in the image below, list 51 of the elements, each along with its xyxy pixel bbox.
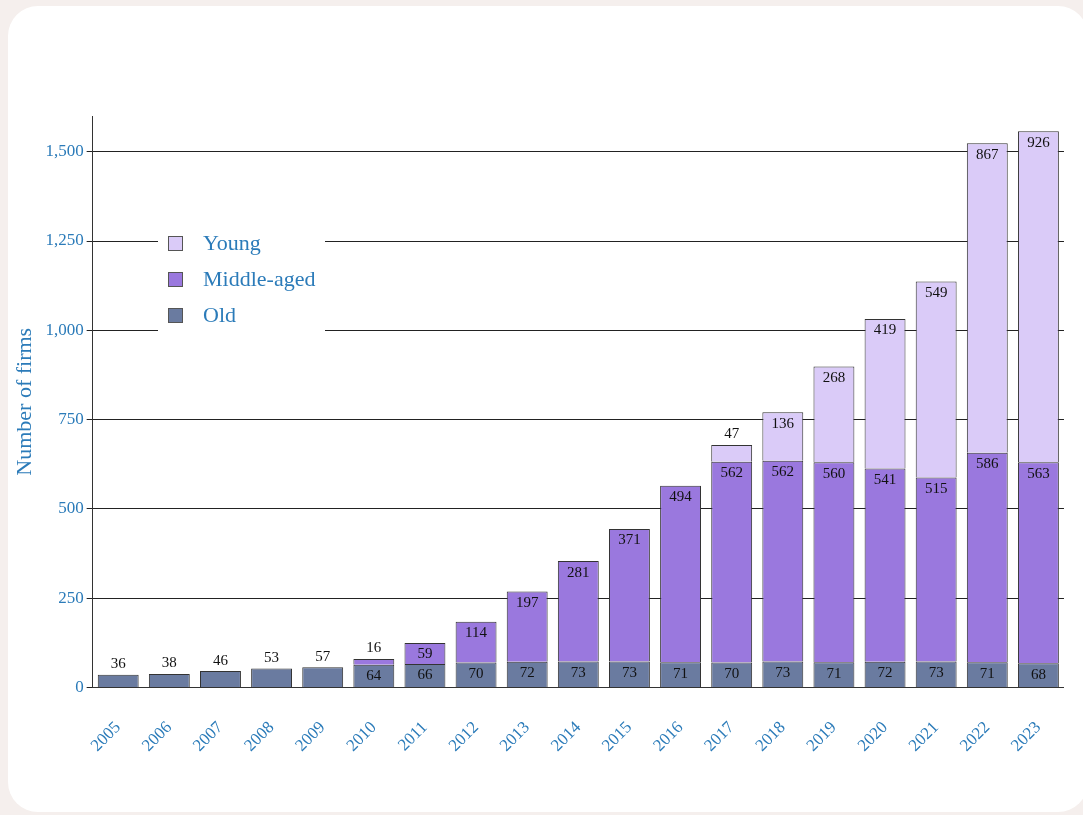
legend-label: Young — [203, 230, 261, 256]
data-label: 73 — [775, 663, 791, 680]
y-axis-title: Number of firms — [10, 327, 36, 476]
data-label: 16 — [366, 639, 382, 656]
y-tick-label: 1,000 — [45, 319, 84, 339]
data-label: 59 — [417, 645, 433, 662]
data-label: 57 — [315, 647, 331, 664]
data-label: 867 — [976, 145, 1000, 162]
data-label: 71 — [673, 664, 689, 681]
data-label: 38 — [161, 654, 177, 671]
data-label: 268 — [822, 368, 846, 385]
data-label: 68 — [1030, 665, 1046, 682]
data-label: 70 — [468, 664, 484, 681]
data-label: 419 — [873, 321, 897, 338]
legend-label: Middle-aged — [203, 266, 316, 292]
data-label: 64 — [366, 667, 382, 684]
data-label: 136 — [771, 414, 795, 431]
data-label: 73 — [928, 663, 944, 680]
data-label: 371 — [618, 531, 641, 548]
data-label: 47 — [724, 425, 740, 442]
legend-label: Old — [203, 302, 236, 328]
y-tick-label: 1,250 — [45, 230, 84, 250]
data-label: 549 — [924, 283, 948, 300]
data-label: 73 — [621, 663, 637, 680]
data-label: 66 — [417, 666, 433, 683]
data-label: 72 — [519, 664, 535, 681]
data-label: 494 — [669, 488, 693, 505]
data-label: 563 — [1027, 464, 1050, 481]
y-tick-label: 1,500 — [45, 141, 84, 161]
data-label: 541 — [873, 471, 897, 487]
data-label: 70 — [724, 664, 740, 681]
data-label: 71 — [826, 664, 842, 681]
data-label: 71 — [979, 664, 995, 681]
y-tick-label: 0 — [75, 677, 84, 696]
y-tick-label: 250 — [58, 587, 84, 607]
data-label: 562 — [720, 464, 743, 481]
y-tick-label: 500 — [58, 498, 84, 518]
data-label: 73 — [570, 663, 586, 680]
data-label: 562 — [771, 463, 795, 480]
data-label: 114 — [465, 624, 488, 641]
data-label: 586 — [976, 455, 1000, 472]
data-label: 281 — [567, 563, 590, 580]
data-label: 72 — [877, 664, 893, 681]
data-label: 560 — [822, 464, 846, 481]
data-label: 197 — [515, 593, 539, 610]
data-label: 926 — [1027, 133, 1051, 150]
y-tick-label: 750 — [58, 409, 84, 429]
data-label: 46 — [212, 651, 229, 668]
data-label: 53 — [264, 649, 280, 666]
data-label: 515 — [924, 479, 948, 496]
data-label: 36 — [110, 655, 127, 672]
